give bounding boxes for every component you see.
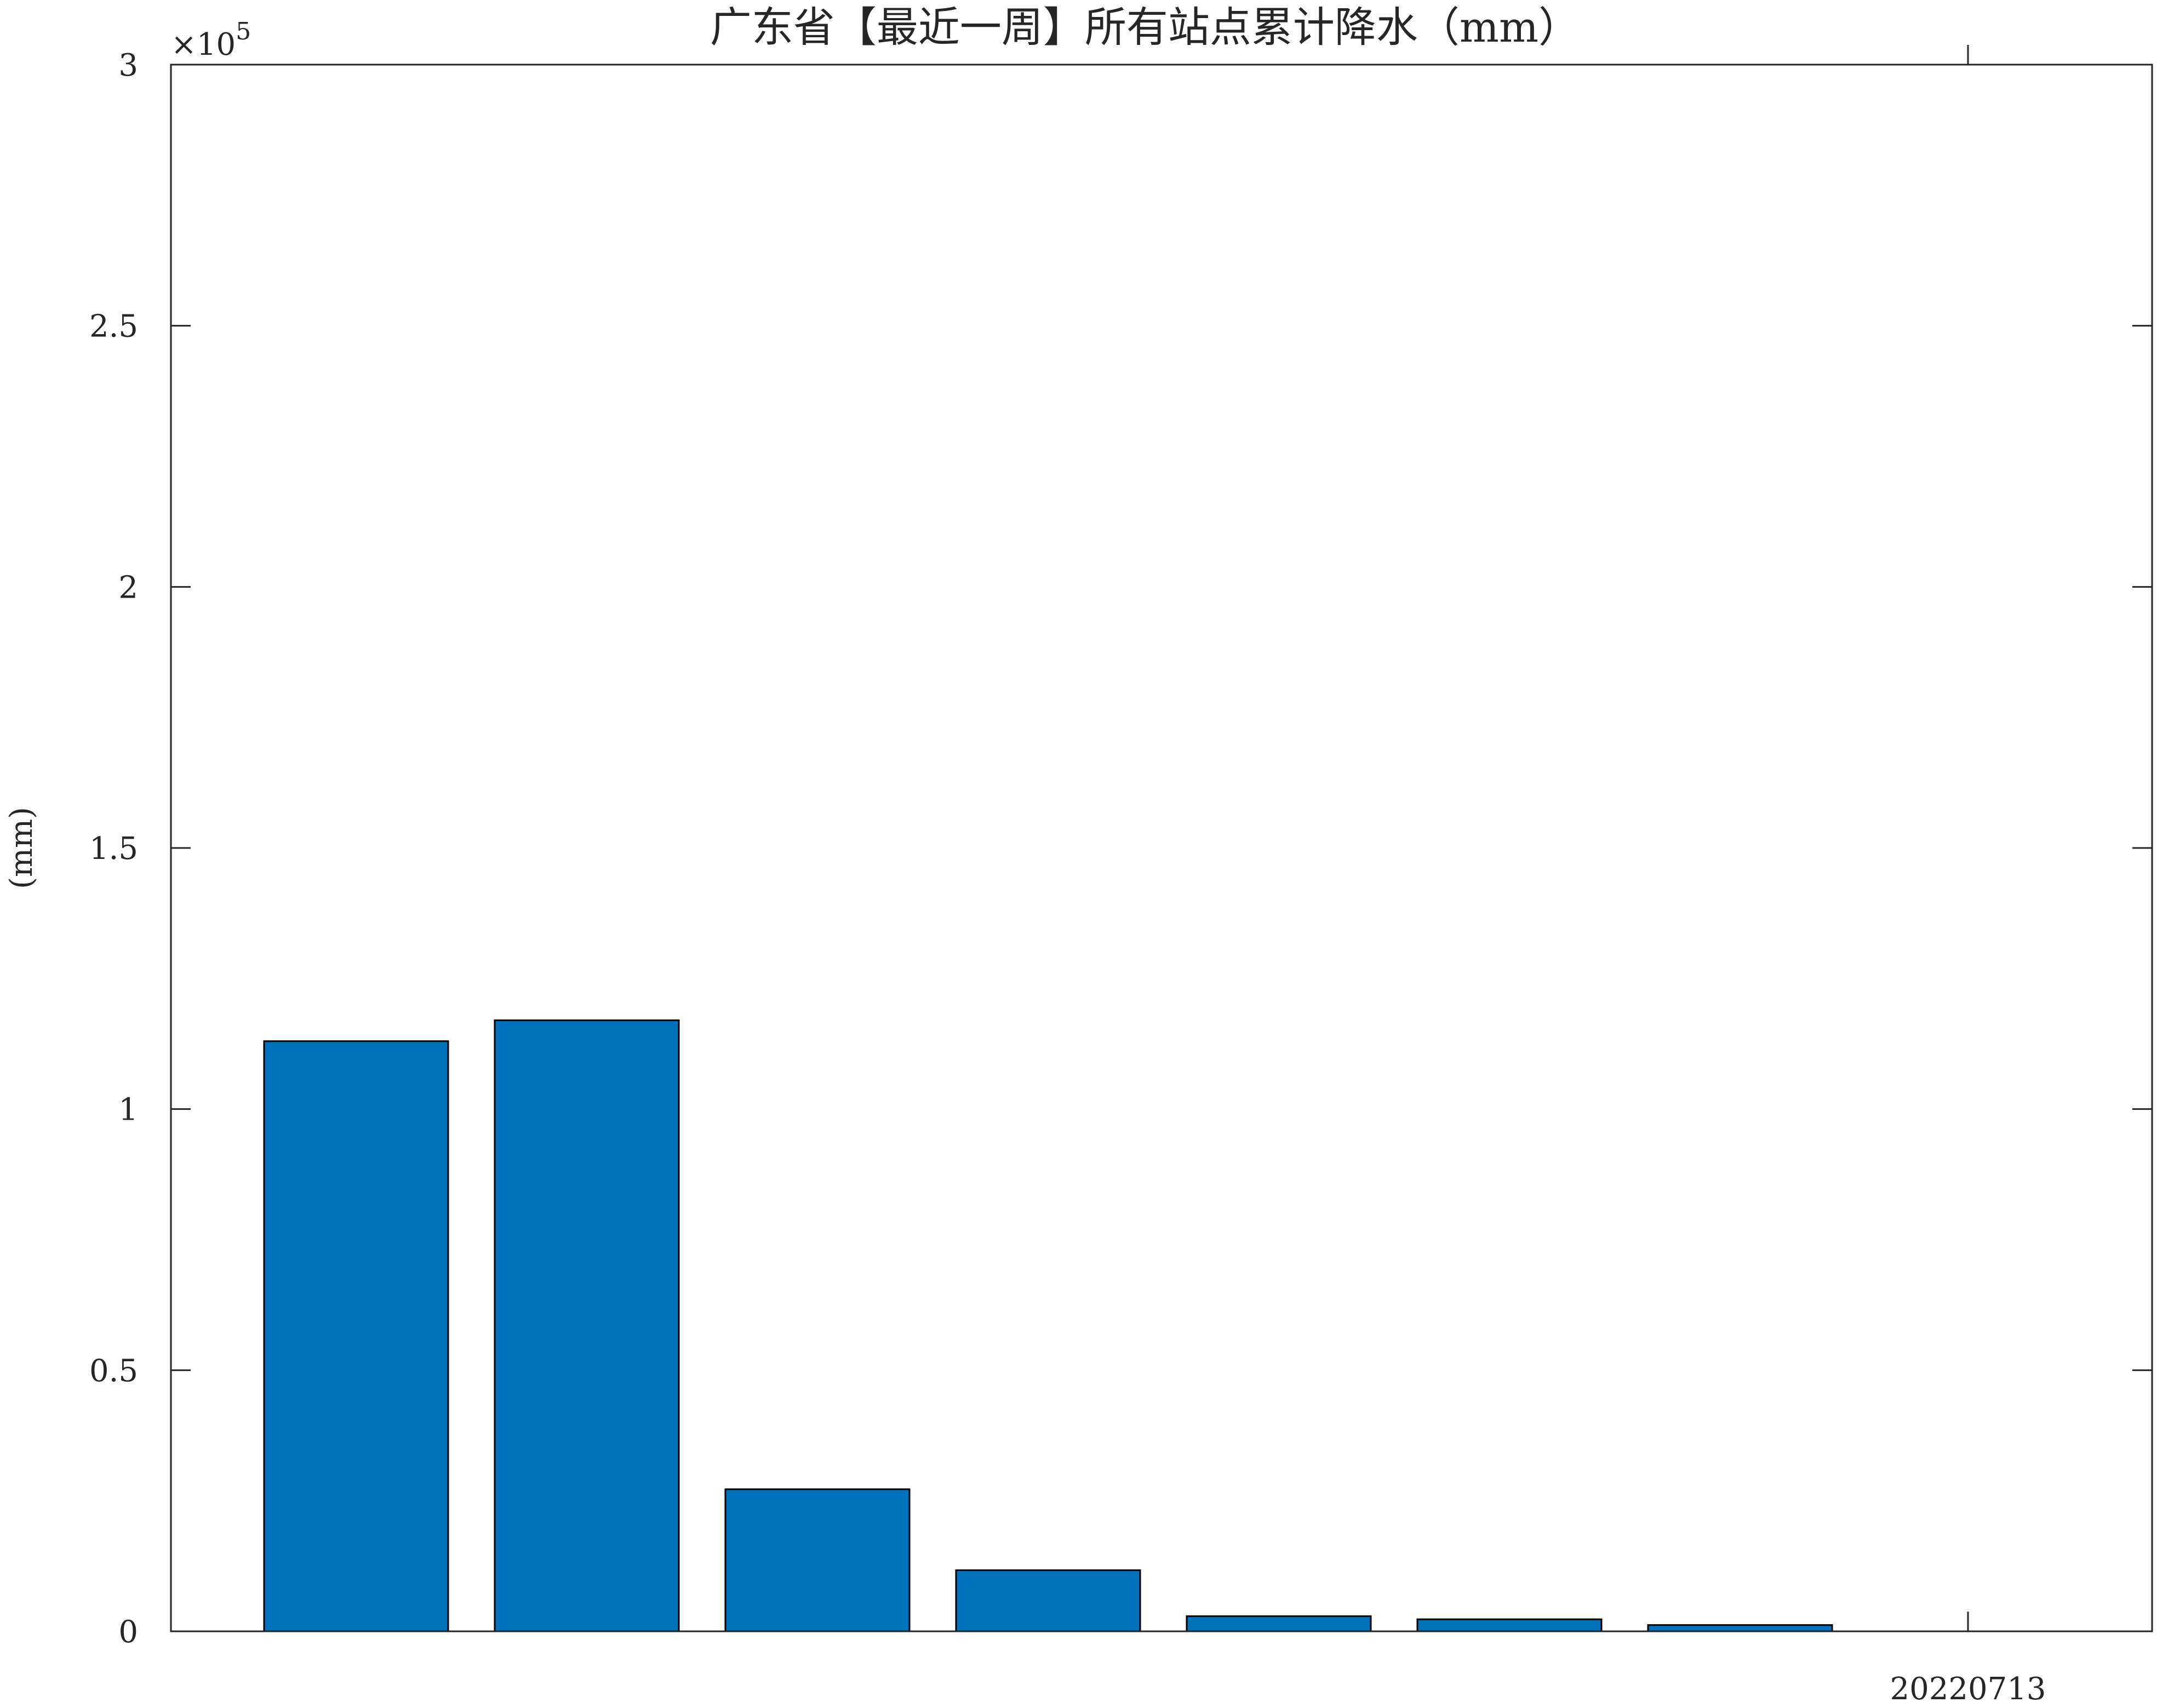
y-tick-label-6: 3 [118, 48, 138, 83]
x-tick-label: 20220713 [1890, 1671, 2046, 1707]
y-ticks-group: 0 0.5 1 1.5 2 2.5 3 [89, 48, 2152, 1650]
y-tick-label-4: 2 [118, 570, 138, 605]
bar-3 [724, 1488, 911, 1632]
y-tick-label-2: 1 [118, 1092, 138, 1128]
chart-title: 广东省【最近一周】所有站点累计降水（mm） [710, 3, 1580, 51]
y-tick-label-1: 0.5 [89, 1353, 138, 1389]
y-tick-label-3: 1.5 [89, 831, 138, 867]
y-axis-multiplier: ×105 [171, 18, 251, 62]
axes-box [170, 64, 2153, 1632]
bars-group [263, 1019, 1833, 1632]
bar-6 [1416, 1618, 1603, 1632]
y-tick-label-5: 2.5 [89, 309, 138, 345]
bar-1 [263, 1040, 449, 1632]
bar-5 [1186, 1615, 1372, 1632]
x-ticks-group: 20220713 [1890, 45, 2046, 1707]
bar-4 [955, 1569, 1141, 1632]
y-multiplier-base: ×10 [171, 27, 236, 62]
y-tick-label-0: 0 [118, 1614, 138, 1650]
bar-2 [494, 1019, 680, 1632]
bar-7 [1647, 1624, 1833, 1632]
y-multiplier-exponent: 5 [236, 18, 251, 45]
y-axis-label: (mm) [4, 807, 39, 889]
